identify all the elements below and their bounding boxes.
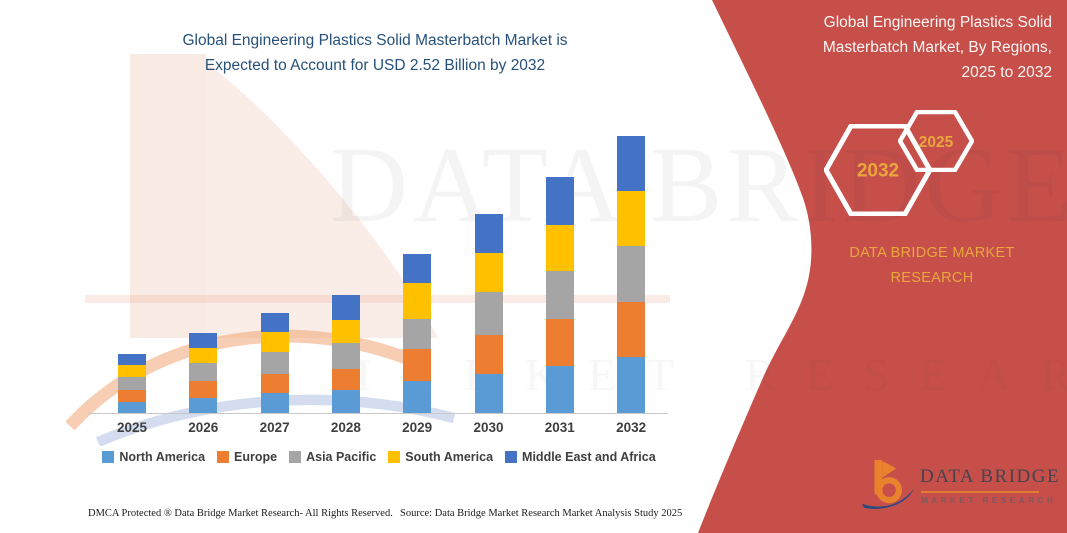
x-axis-label-2027: 2027: [259, 420, 290, 435]
bar-segment-asia-pacific: [617, 246, 646, 302]
watermark-logo-icon: [66, 54, 456, 446]
bar-segment-south-america: [331, 320, 360, 343]
bar-segment-asia-pacific: [189, 363, 218, 381]
x-axis-label-2032: 2032: [616, 420, 647, 435]
bar-segment-europe: [260, 374, 289, 393]
bar-segment-middle-east-and-africa: [331, 295, 360, 320]
x-axis-label-2031: 2031: [544, 420, 575, 435]
bar-segment-north-america: [545, 366, 574, 413]
x-axis-label-2028: 2028: [330, 420, 361, 435]
chart-title-line: Expected to Account for USD 2.52 Billion…: [204, 57, 546, 74]
bar-segment-asia-pacific: [118, 377, 146, 390]
bar-segment-europe: [403, 349, 432, 381]
legend-item-asia-pacific: Asia Pacific: [289, 450, 376, 464]
legend-item-north-america: North America: [102, 450, 205, 464]
legend-label-south-america: South America: [405, 450, 494, 464]
bar-segment-europe: [617, 302, 646, 357]
x-axis-line: [88, 413, 668, 414]
bar-segment-north-america: [260, 393, 289, 413]
bar-segment-middle-east-and-africa: [189, 333, 218, 348]
x-axis-labels: 2025 2026 2027 2028 2029 2030 2031 2032: [88, 420, 668, 440]
bar-segment-europe: [474, 335, 503, 374]
x-axis-label-2029: 2029: [402, 420, 433, 435]
bar-segment-south-america: [260, 332, 289, 352]
legend-swatch-north-america: [102, 451, 115, 463]
bar-segment-south-america: [474, 253, 503, 292]
bar-segment-south-america: [403, 283, 432, 319]
watermark-text-line2: MARKET RESEARCH: [330, 348, 1067, 401]
bar-segment-south-america: [545, 225, 574, 271]
chart-legend: North America Europe Asia Pacific South Ame…: [88, 450, 670, 464]
bar-segment-middle-east-and-africa: [260, 313, 289, 332]
bar-segment-middle-east-and-africa: [545, 177, 574, 225]
legend-label-middle-east-and-africa: Middle East and Africa: [522, 450, 656, 464]
legend-swatch-middle-east-and-africa: [505, 451, 518, 463]
bar-segment-north-america: [331, 390, 360, 413]
legend-item-middle-east-and-africa: Middle East and Africa: [505, 450, 656, 464]
legend-label-north-america: North America: [119, 450, 206, 464]
bar-segment-south-america: [189, 348, 218, 363]
bar-segment-south-america: [617, 191, 646, 246]
chart-title-line: Global Engineering Plastics Solid Master…: [182, 32, 568, 49]
x-axis-label-2030: 2030: [473, 420, 504, 435]
chart-title: Global Engineering Plastics Solid Master…: [95, 28, 655, 78]
bar-segment-europe: [189, 381, 218, 398]
footer-dmca-text: DMCA Protected ® Data Bridge Market Rese…: [88, 508, 393, 519]
legend-swatch-europe: [217, 451, 230, 463]
legend-label-europe: Europe: [234, 450, 278, 464]
x-axis-label-2025: 2025: [116, 420, 148, 435]
bar-segment-europe: [545, 319, 574, 366]
x-axis-label-2026: 2026: [188, 420, 219, 435]
bar-segment-europe: [118, 390, 146, 402]
bar-2027: [260, 313, 289, 413]
bar-2026: [189, 333, 218, 413]
bar-2025: [118, 354, 146, 413]
bar-2032: [617, 136, 646, 413]
bar-2031: [545, 177, 574, 413]
bar-segment-middle-east-and-africa: [617, 136, 646, 191]
bar-segment-asia-pacific: [403, 319, 432, 349]
bar-segment-europe: [331, 369, 360, 390]
bar-2028: [331, 295, 360, 413]
bar-2029: [403, 254, 432, 413]
bar-segment-north-america: [118, 402, 146, 413]
bar-segment-middle-east-and-africa: [403, 254, 432, 283]
legend-item-europe: Europe: [217, 450, 277, 464]
bar-segment-asia-pacific: [545, 271, 574, 319]
bar-segment-asia-pacific: [260, 352, 289, 374]
legend-item-south-america: South America: [388, 450, 493, 464]
bar-chart-plot: [88, 98, 668, 413]
bar-segment-north-america: [617, 357, 646, 413]
bar-segment-middle-east-and-africa: [474, 214, 503, 253]
bar-segment-south-america: [118, 365, 146, 377]
bar-segment-north-america: [403, 381, 432, 413]
bar-segment-asia-pacific: [474, 292, 503, 335]
legend-swatch-asia-pacific: [289, 451, 302, 463]
legend-label-asia-pacific: Asia Pacific: [306, 450, 377, 464]
bar-segment-north-america: [189, 398, 218, 413]
watermark-stripe: [85, 295, 670, 303]
legend-swatch-south-america: [388, 451, 401, 463]
footer-source-text: Source: Data Bridge Market Research Mark…: [400, 508, 683, 519]
bar-segment-middle-east-and-africa: [118, 354, 146, 365]
bar-segment-north-america: [474, 374, 503, 413]
bar-2030: [474, 214, 503, 413]
bar-segment-asia-pacific: [331, 343, 360, 369]
